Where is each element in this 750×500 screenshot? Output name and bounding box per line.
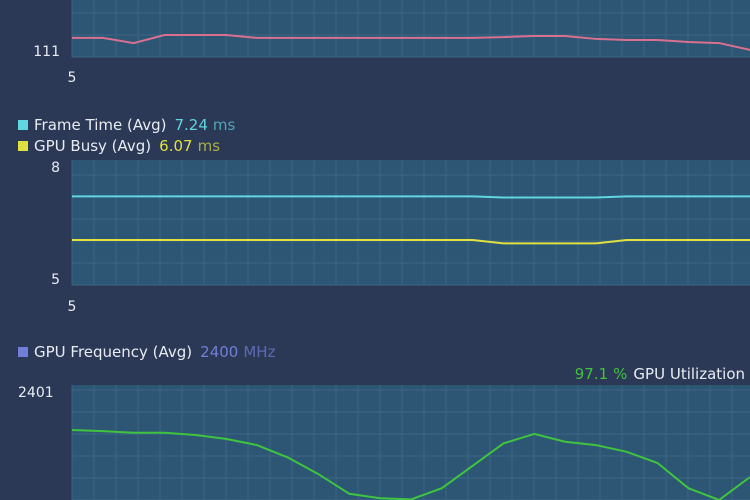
series-line	[72, 33, 750, 51]
legend-name: GPU Frequency (Avg)	[34, 343, 192, 361]
y-tick-label: 5	[51, 272, 60, 288]
plot-area	[72, 0, 750, 57]
utilization: 97.1% GPU Utilization	[575, 365, 745, 383]
legend-value: 7.24	[174, 116, 207, 134]
legend-name: Frame Time (Avg)	[34, 116, 166, 134]
x-tick-label: 5	[68, 70, 77, 86]
y-tick-label: 111	[33, 44, 60, 60]
plot-area	[72, 385, 750, 500]
y-tick-label: 2401	[18, 385, 54, 401]
legend-unit: ms	[198, 137, 221, 155]
plot-area	[72, 160, 750, 285]
legend-swatch	[18, 347, 28, 357]
legend-swatch	[18, 141, 28, 151]
legend-unit: ms	[213, 116, 236, 134]
legend-value: 6.07	[159, 137, 192, 155]
y-tick-label: 8	[51, 160, 60, 176]
series-line	[71, 428, 750, 500]
legend-entry: GPU Frequency (Avg) 2400 MHz	[34, 343, 276, 361]
legend-unit: MHz	[243, 343, 275, 361]
legend-entry: GPU Busy (Avg) 6.07 ms	[34, 137, 220, 155]
legend-swatch	[18, 120, 28, 130]
series-line	[72, 239, 750, 245]
legend-value: 2400	[200, 343, 238, 361]
utilization-label: GPU Utilization	[633, 365, 745, 383]
legend-entry: Frame Time (Avg) 7.24 ms	[34, 116, 235, 134]
series-line	[72, 195, 750, 199]
x-tick-label: 5	[68, 299, 77, 315]
utilization-unit: %	[613, 365, 627, 383]
utilization-value: 97.1	[575, 365, 608, 383]
legend-name: GPU Busy (Avg)	[34, 137, 151, 155]
